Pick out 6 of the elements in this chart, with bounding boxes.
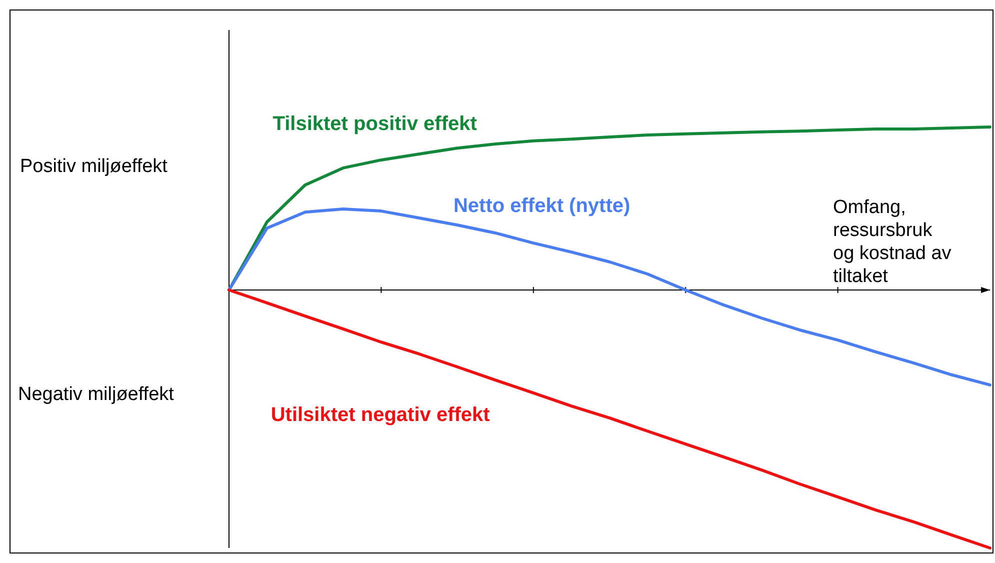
x-axis-title: Omfang, ressursbruk og kostnad av tiltaket <box>833 197 952 287</box>
series-label: Utilsiktet negativ effekt <box>270 404 490 426</box>
text: Positiv miljøeffekt <box>20 156 168 177</box>
series-label: Tilsiktet positiv effekt <box>272 112 478 135</box>
series-label: Netto effekt (nytte) <box>453 195 630 218</box>
text: Negativ miljøeffekt <box>18 384 175 405</box>
